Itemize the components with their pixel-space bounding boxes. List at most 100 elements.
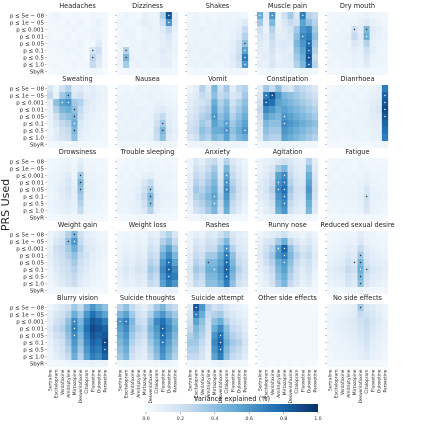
heatmap-cell [281, 332, 288, 340]
heatmap-cell [287, 33, 294, 41]
heatmap-cell [187, 252, 194, 260]
heatmap-cell [351, 54, 358, 62]
heatmap-cell [77, 127, 84, 135]
heatmap-cell [269, 61, 276, 69]
heatmap-cell [269, 259, 276, 267]
heatmap-cell [83, 172, 90, 180]
heatmap-cell [193, 113, 200, 121]
heatmap-cell [187, 200, 194, 208]
heatmap-cell [269, 200, 276, 208]
heatmap-cell [223, 200, 230, 208]
row-label: p ≤ 5e − 08 [10, 160, 45, 166]
heatmap-cell [311, 99, 319, 107]
heatmap-cell [275, 207, 282, 215]
heatmap-cell [147, 179, 154, 187]
heatmap-cell [345, 120, 352, 128]
heatmap-cell [171, 318, 179, 326]
heatmap-cell [65, 214, 72, 222]
heatmap-cell [211, 325, 218, 333]
heatmap-cell [65, 158, 72, 166]
heatmap-cell [199, 311, 206, 319]
heatmap-cell [223, 304, 230, 312]
heatmap-cell [171, 158, 179, 166]
heatmap-cell [293, 186, 300, 194]
column-label: Fluoxetine [160, 369, 166, 392]
heatmap-cell [135, 19, 142, 27]
heatmap-cell [71, 346, 78, 354]
heatmap-cell [263, 311, 270, 319]
heatmap-cell [339, 141, 346, 149]
heatmap-cell [129, 266, 136, 274]
heatmap-cell [257, 165, 264, 173]
heatmap-cell [229, 141, 236, 149]
heatmap-cell [171, 68, 179, 76]
heatmap-cell [89, 207, 96, 215]
heatmap-cell [71, 54, 78, 62]
heatmap-cell [257, 54, 264, 62]
heatmap-cell [327, 360, 334, 368]
heatmap-cell [193, 280, 200, 288]
heatmap-cell [305, 179, 313, 187]
heatmap-cell [101, 231, 109, 239]
heatmap-cell [77, 61, 84, 69]
heatmap-cell [375, 127, 383, 135]
heatmap-cell [357, 311, 364, 319]
row-label: p ≤ 0.5 [23, 56, 44, 62]
heatmap-cell [123, 85, 130, 93]
heatmap-cell [223, 33, 230, 41]
heatmap-cell [305, 193, 313, 201]
heatmap-cell [217, 304, 224, 312]
heatmap-cell [293, 179, 300, 187]
heatmap-cell [65, 273, 72, 281]
heatmap-cell [135, 158, 142, 166]
heatmap-cell [357, 47, 364, 55]
heatmap-cell [357, 238, 364, 246]
heatmap-cell [117, 12, 124, 20]
heatmap-cell [269, 19, 276, 27]
heatmap-cell [351, 92, 358, 100]
heatmap-cell [281, 360, 288, 368]
significance-dot [79, 188, 82, 191]
heatmap-cell [129, 287, 136, 295]
heatmap-cell [275, 193, 282, 201]
heatmap-cell [229, 346, 236, 354]
heatmap-cell [241, 207, 249, 215]
heatmap-cell [193, 266, 200, 274]
heatmap-cell [281, 231, 288, 239]
heatmap-cell [65, 346, 72, 354]
heatmap-cell [223, 40, 230, 48]
heatmap-cell [235, 193, 243, 201]
heatmap-cell [299, 158, 306, 166]
heatmap-cell [59, 33, 66, 41]
heatmap-cell [263, 141, 270, 149]
heatmap-cell [59, 106, 66, 114]
heatmap-cell [147, 259, 154, 267]
significance-dot [162, 129, 164, 132]
heatmap-cell [235, 311, 243, 319]
heatmap-cell [311, 141, 319, 149]
heatmap-cell [187, 54, 194, 62]
heatmap-cell [123, 179, 130, 187]
heatmap-cell [205, 26, 212, 34]
heatmap-cell [327, 353, 334, 361]
heatmap-cell [305, 106, 313, 114]
heatmap-cell [327, 311, 334, 319]
heatmap-cell [281, 207, 288, 215]
heatmap-cell [65, 165, 72, 173]
heatmap-cell [287, 134, 294, 142]
heatmap-cell [345, 68, 352, 76]
heatmap-cell [53, 193, 60, 201]
heatmap-cell [171, 179, 179, 187]
significance-dot [225, 261, 228, 264]
heatmap-cell [235, 127, 243, 135]
heatmap-cell [305, 287, 313, 295]
heatmap-cell [95, 99, 103, 107]
heatmap-cell [299, 360, 306, 368]
heatmap-cell [345, 92, 352, 100]
heatmap-cell [71, 19, 78, 27]
heatmap-cell [351, 339, 358, 347]
heatmap-cell [95, 33, 103, 41]
heatmap-cell [311, 92, 319, 100]
heatmap-cell [47, 99, 54, 107]
heatmap-cell [275, 47, 282, 55]
